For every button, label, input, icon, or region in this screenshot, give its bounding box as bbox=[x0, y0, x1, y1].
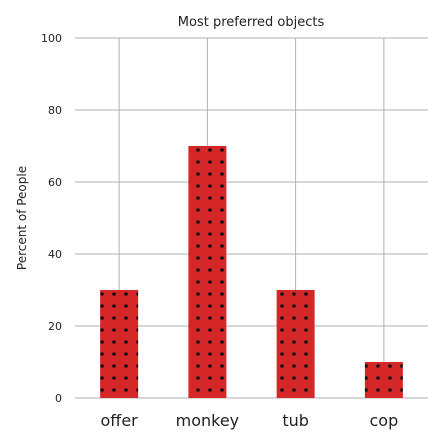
y-axis-ticks: 0 20 40 60 80 100 bbox=[41, 32, 62, 405]
y-tick-label: 40 bbox=[48, 248, 62, 261]
bar-cop bbox=[364, 362, 403, 398]
x-tick-label: tub bbox=[282, 411, 309, 430]
chart-title: Most preferred objects bbox=[178, 15, 325, 30]
bar-monkey bbox=[188, 146, 227, 398]
y-tick-label: 20 bbox=[48, 320, 62, 333]
y-tick-label: 60 bbox=[48, 176, 62, 189]
bar-offer bbox=[100, 290, 139, 398]
x-tick-label: offer bbox=[101, 411, 139, 430]
y-tick-label: 0 bbox=[55, 392, 62, 405]
y-tick-label: 80 bbox=[48, 104, 62, 117]
bar-tub bbox=[276, 290, 315, 398]
y-tick-label: 100 bbox=[41, 32, 62, 45]
x-axis-ticks: offer monkey tub cop bbox=[101, 411, 399, 430]
x-tick-label: monkey bbox=[176, 411, 240, 430]
bars bbox=[100, 146, 403, 398]
y-axis-label: Percent of People bbox=[15, 166, 29, 270]
x-tick-label: cop bbox=[370, 411, 399, 430]
